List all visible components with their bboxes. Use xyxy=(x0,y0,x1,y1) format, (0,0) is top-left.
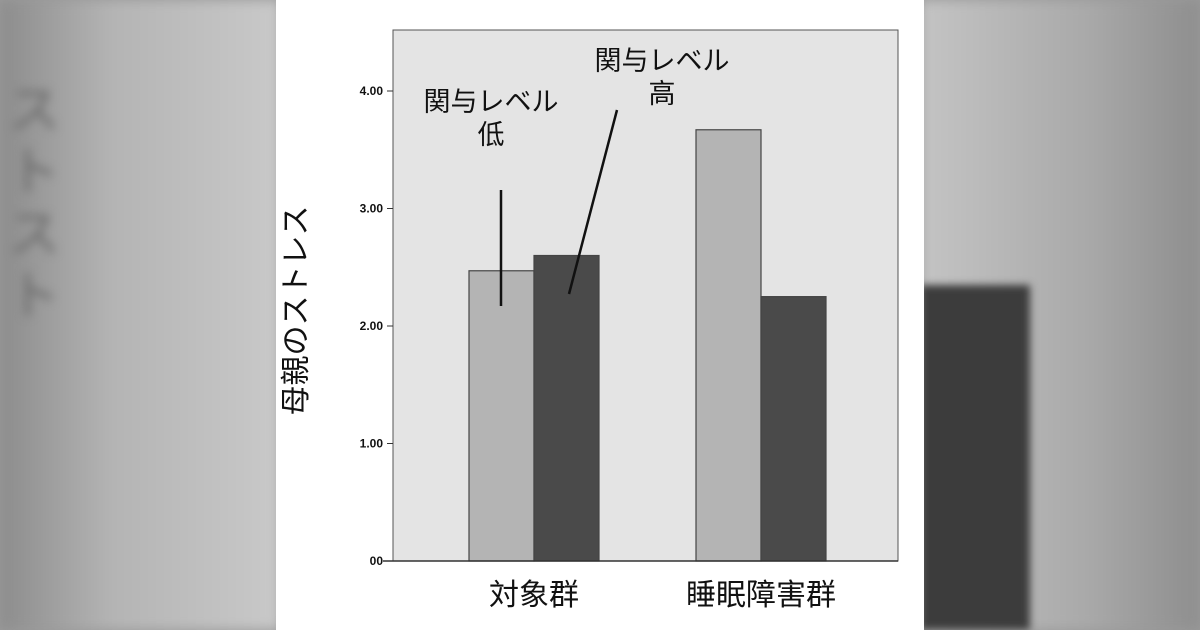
annotation-text: 関与レベル xyxy=(424,87,559,118)
bar-0-0 xyxy=(468,270,535,562)
y-axis: 00 1.00 2.00 3.00 4.00 xyxy=(360,84,393,568)
y-tick-label: 00 xyxy=(370,554,384,568)
y-tick-label: 4.00 xyxy=(360,84,384,98)
y-tick-label: 1.00 xyxy=(360,437,384,451)
annotation-text: 関与レベル xyxy=(595,46,730,77)
bar-1-0 xyxy=(533,254,600,562)
blurred-background-bar xyxy=(920,285,1030,630)
annotation-pointer xyxy=(567,109,619,295)
blurred-background-text: ストスト xyxy=(8,81,61,327)
bar-0-1 xyxy=(695,129,762,562)
bar-chart: 001.002.003.004.00 対象群 睡眠障害群 関与レベル低関与レベル高… xyxy=(279,29,899,613)
y-tick-label: 3.00 xyxy=(360,202,384,216)
x-axis: 対象群 睡眠障害群 xyxy=(383,560,898,613)
annotation-text: 高 xyxy=(649,79,676,110)
bars xyxy=(468,129,827,562)
category-label: 対象群 xyxy=(489,578,579,613)
annotation-text: 低 xyxy=(478,120,505,151)
y-tick-label: 2.00 xyxy=(360,319,384,333)
category-label: 睡眠障害群 xyxy=(686,578,836,613)
y-axis-label: 母親のストレス xyxy=(279,206,314,416)
blurred-background-left xyxy=(0,0,280,630)
bar-1-1 xyxy=(760,296,827,562)
chart-card: 00 1.00 2.00 3.00 4.00 対象群 睡眠障害群 関与レベル低関与レベル高… xyxy=(276,0,924,630)
